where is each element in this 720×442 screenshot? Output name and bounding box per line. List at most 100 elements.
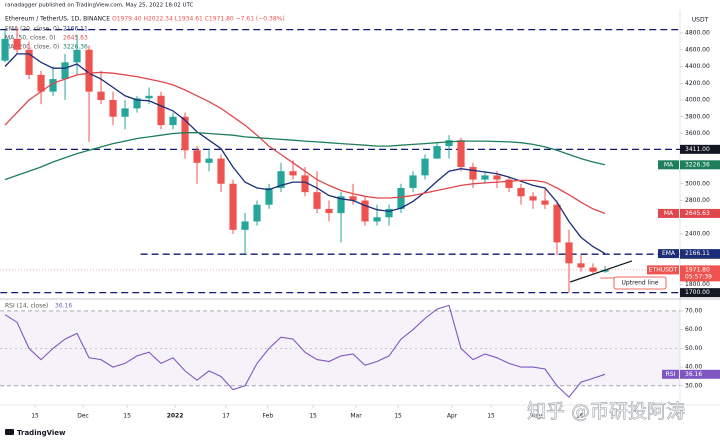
indicator-tag-box [658,160,679,170]
indicator-value: 2645.63 [685,210,710,217]
y-tick-label: 1800.00 [685,281,710,288]
x-tick-label: 17 [222,413,230,420]
indicator-tag-box [658,208,679,218]
indicator-tag: MA [664,161,674,168]
x-tick-label: Apr [447,413,458,420]
candle-body [409,175,417,188]
candle-body [361,200,369,222]
candle-body [385,208,393,218]
candle-body [445,140,453,147]
candle-body [265,187,273,205]
rsi-title-value: 36.16 [55,303,72,310]
y-tick-label: 4400.00 [685,63,710,70]
candle-body [277,171,285,188]
rsi-tick-label: 40.00 [685,364,702,371]
rsi-tick-label: 70.00 [685,307,702,314]
y-tick-label: 2400.00 [685,231,710,238]
candle-body [421,158,429,176]
candle-body [241,221,249,230]
candle-body [505,179,513,188]
candle-body [433,146,441,159]
rsi-line [4,304,606,398]
candle-body [133,98,141,109]
candle-body [205,158,213,163]
candle-body [289,171,297,176]
candle-body [349,196,357,201]
candle-body [589,267,597,272]
tradingview-logo: TradingView [5,429,66,437]
candle-body [13,38,21,50]
indicator-line [4,132,606,181]
x-tick-label: Dec [77,413,89,420]
candle-body [85,49,93,92]
uptrend-line [570,260,633,283]
x-tick-label: 15 [31,413,39,420]
indicator-value-box [680,160,720,170]
indicator-value-box [680,249,720,259]
publisher: ranadagger published on TradingView.com,… [5,3,194,9]
rsi-value-box [680,369,720,379]
indicator-tag: EMA [662,250,676,257]
candle-body [325,208,333,214]
x-tick-label: 15 [309,413,317,420]
candle-body [1,38,9,61]
logo-icon [5,429,14,435]
candle-body [73,49,81,63]
x-tick-label: Feb [263,413,274,420]
y-tick-label: 4200.00 [685,80,710,87]
candle-body [469,167,477,180]
currency: USDT [692,17,709,24]
x-tick-label: 15 [123,413,131,420]
candle-body [301,175,309,193]
callout-box [613,276,667,290]
rsi-tick-label: 50.00 [685,345,702,352]
indicator-line [4,71,606,215]
rsi-tag-box [662,369,679,379]
plot: 4800.00 4600.00 4400.00 4200.00 4000.00 3800.… [0,26,720,420]
indicator-line [4,53,606,255]
candle-body [193,150,201,163]
y-tick-label: 3800.00 [685,113,710,120]
y-tick-label: 3600.00 [685,130,710,137]
x-tick-label: 15 [394,413,402,420]
candle-body [25,49,33,75]
y-tick-label: 4000.00 [685,97,710,104]
x-tick-label: 2022 [167,413,184,420]
ohlc-readout: O1979.40 H2022.34 L1934.61 C1971.80 −7.6… [112,16,285,23]
candle-body [373,217,381,222]
brand: TradingView [17,429,66,437]
x-tick-label: 16 [576,413,584,420]
candle-body [97,91,105,101]
y-tick-label: 2800.00 [685,197,710,204]
candle-body [541,200,549,205]
legend-value: 2645.63 [63,35,88,42]
candle-body [217,158,225,184]
candle-body [493,175,501,180]
indicator-value: 3226.36 [685,161,710,168]
countdown: 05:57:39 [685,273,712,280]
rsi-value: 36.16 [685,371,702,378]
legend-value: 2166.11 [63,26,88,33]
rsi-tag: RSI [666,371,676,378]
symbol-tag: ETHUSDT [649,266,678,273]
rsi-title: RSI (14, close) [5,303,48,310]
level-label-box [680,144,720,154]
candle-body [37,74,45,92]
candle-body [337,196,345,214]
last-price-box [680,265,720,282]
candle-body [121,108,129,117]
candle-body [529,196,537,201]
rsi-tick-label: 60.00 [685,326,702,333]
candle-body [61,62,69,80]
y-tick-label: 4800.00 [685,30,710,37]
candle-body [181,116,189,151]
legend-entry: MA (200, close, 0) [5,44,59,51]
y-tick-label: 4600.00 [685,46,710,53]
indicator-tag: MA [664,210,674,217]
level-label: 3411.00 [685,146,710,153]
candle-body [49,79,57,92]
indicator-tag-box [658,249,679,259]
y-tick-label: 3000.00 [685,180,710,187]
candle-body [517,187,525,197]
